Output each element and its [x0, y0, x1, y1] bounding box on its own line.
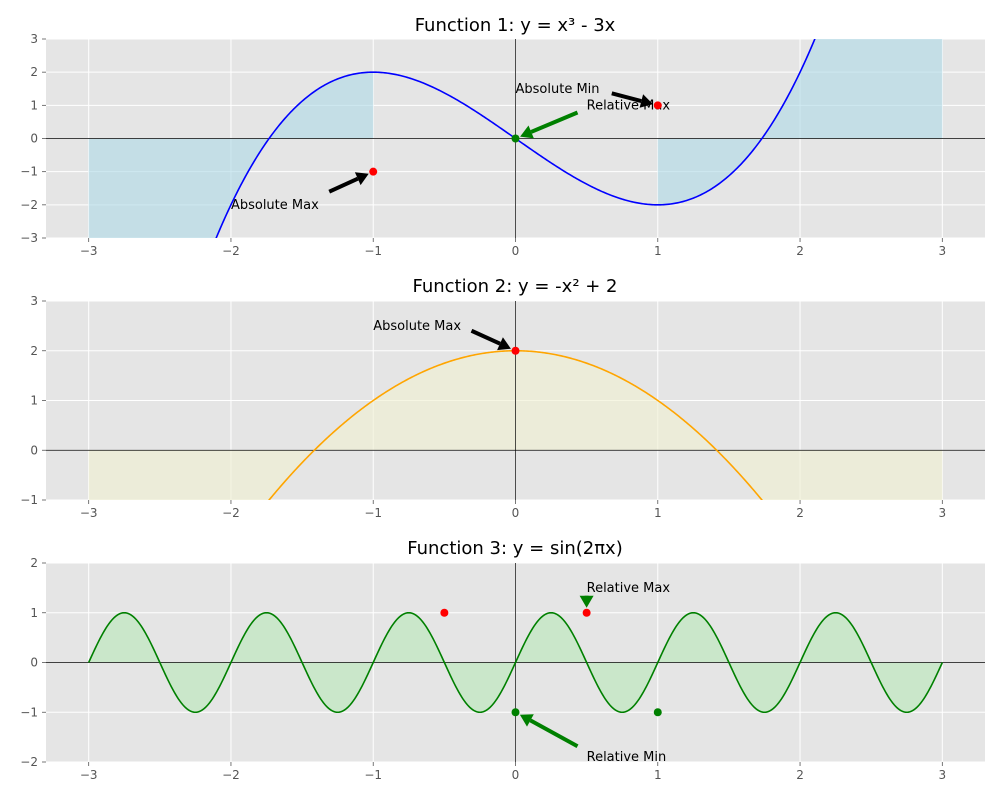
panel-1-point-0	[369, 167, 378, 176]
panel-3-point-2	[511, 708, 520, 717]
panel-2-arrow-shaft-0	[470, 328, 501, 346]
panel-3-arrow-head-1	[519, 714, 534, 727]
panel-2-xtick-label-0: −3	[80, 506, 98, 520]
panel-2-arrow-head-0	[497, 337, 511, 351]
panel-3-series-line	[87, 611, 944, 714]
panel-3-xtick-label-4: 1	[654, 768, 662, 782]
subplot-1: Function 1: y = x³ - 3x −3 −2 −1 0 1 2 3 3 2 1 0 −1…	[20, 15, 985, 258]
panel-1-annotation-0: Absolute Max	[231, 198, 319, 213]
panel-1-xtick-label-5: 2	[796, 244, 804, 258]
panel-3-xtick-label-1: −2	[222, 768, 240, 782]
panel-3-ytick-label-1: 1	[30, 606, 38, 620]
panel-3-xtick-label-0: −3	[80, 768, 98, 782]
panel-3-xtick-label-6: 3	[938, 768, 946, 782]
panel-1-arrow-head-1	[639, 94, 653, 108]
panel-1-xtick-label-4: 1	[654, 244, 662, 258]
panel-3-xtick-label-3: 0	[512, 768, 520, 782]
panel-3-annotation-1: Relative Min	[587, 750, 667, 765]
panel-1-arrow-head-0	[354, 172, 369, 186]
panel-1-fill-1	[657, 39, 943, 205]
subplot-2: Function 2: y = -x² + 2 −3 −2 −1 0 1 2 3 3 2 1 0 −1…	[20, 276, 985, 520]
panel-1-annotation-2: Absolute Min	[516, 82, 600, 97]
panel-1-arrow-shaft-1	[611, 91, 642, 103]
panel-1-ytick-label-1: 2	[30, 65, 38, 79]
panel-1-xtick-label-6: 3	[938, 244, 946, 258]
panel-1-xtick-label-3: 0	[512, 244, 520, 258]
subplot-3: Function 3: y = sin(2πx) −3 −2 −1 0 1 2 3 2 1 0 −1…	[20, 538, 985, 782]
panel-1-title: Function 1: y = x³ - 3x	[415, 15, 616, 36]
panel-3-plot-area	[46, 563, 985, 762]
panel-1-xtick-label-1: −2	[222, 244, 240, 258]
panel-2-ytick-label-4: −1	[20, 493, 38, 507]
panel-1-arrow-shaft-2	[530, 110, 579, 134]
panel-1-ytick-label-2: 1	[30, 98, 38, 112]
panel-3-ytick-label-4: −2	[20, 755, 38, 769]
panel-1-point-1	[653, 101, 662, 110]
panel-3-point-0	[440, 608, 449, 617]
panel-3-arrow-head-0	[579, 595, 594, 608]
panel-2-xtick-label-3: 0	[512, 506, 520, 520]
panel-2-xtick-label-2: −1	[364, 506, 382, 520]
panel-1-arrow-head-2	[520, 125, 534, 139]
panel-2-annotation-0: Absolute Max	[373, 319, 461, 334]
panel-3-title: Function 3: y = sin(2πx)	[407, 538, 622, 559]
panel-2-point-0	[511, 346, 520, 355]
panel-1-ytick-label-5: −2	[20, 198, 38, 212]
panel-3-arrow-shaft-1	[529, 718, 579, 749]
panel-2-ytick-label-2: 1	[30, 394, 38, 408]
panel-1-xtick-label-0: −3	[80, 244, 98, 258]
panel-3-ytick-label-0: 2	[30, 556, 38, 570]
panel-3-xtick-label-2: −1	[364, 768, 382, 782]
panel-3-ytick-label-2: 0	[30, 656, 38, 670]
panel-2-xtick-label-1: −2	[222, 506, 240, 520]
panel-1-xtick-label-2: −1	[364, 244, 382, 258]
panel-1-ytick-label-0: 3	[30, 32, 38, 46]
panel-1-ytick-label-6: −3	[20, 231, 38, 245]
panel-3-annotation-0: Relative Max	[587, 581, 671, 596]
panel-2-xtick-label-5: 2	[796, 506, 804, 520]
panel-1-ytick-label-4: −1	[20, 165, 38, 179]
panel-2-xtick-label-4: 1	[654, 506, 662, 520]
panel-2-ytick-label-0: 3	[30, 294, 38, 308]
panel-2-ytick-label-3: 0	[30, 443, 38, 457]
panel-1-arrow-shaft-0	[328, 176, 359, 194]
panel-1-ytick-label-3: 0	[30, 132, 38, 146]
panel-3-point-1	[582, 608, 591, 617]
panel-1-point-2	[511, 134, 520, 143]
panel-1-fill-0	[88, 72, 374, 238]
panel-3-point-3	[653, 708, 662, 717]
panel-2-ytick-label-1: 2	[30, 344, 38, 358]
panel-3-xtick-label-5: 2	[796, 768, 804, 782]
panel-2-title: Function 2: y = -x² + 2	[412, 276, 617, 297]
panel-3-ytick-label-3: −1	[20, 705, 38, 719]
panel-2-xtick-label-6: 3	[938, 506, 946, 520]
